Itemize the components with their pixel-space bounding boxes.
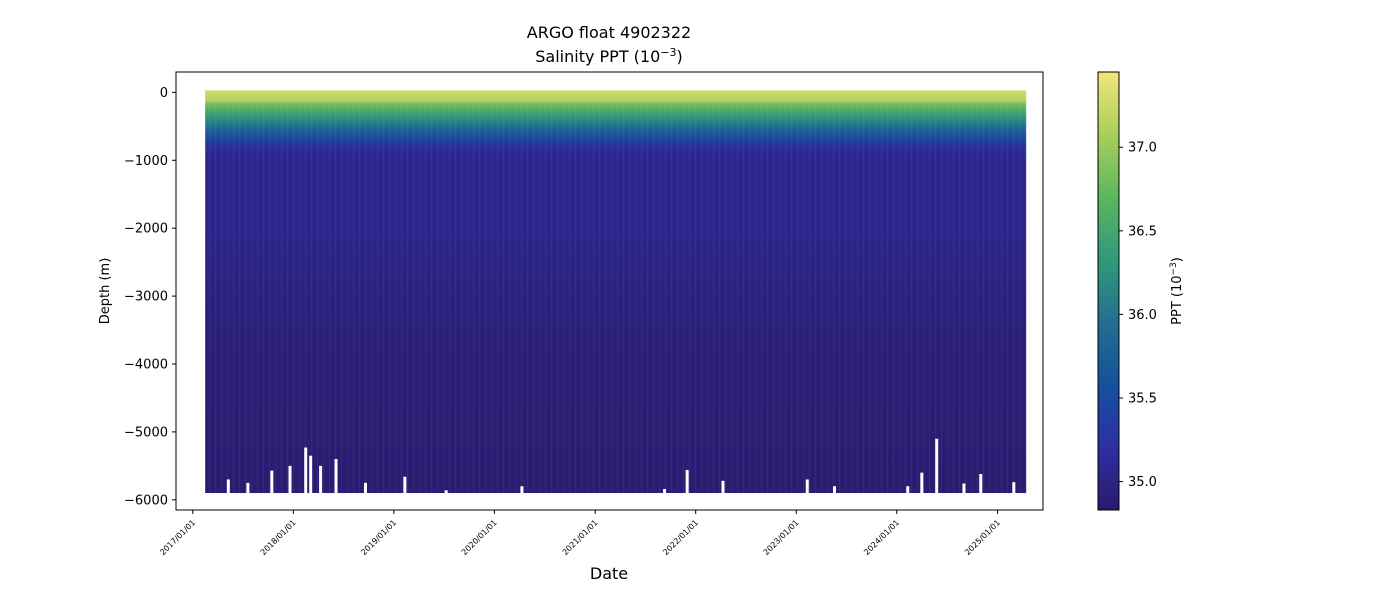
chart-subtitle: Salinity PPT (10−3) — [535, 46, 683, 66]
shallow-profile-gap — [979, 474, 983, 495]
shallow-profile-gap — [288, 465, 292, 495]
x-axis: 2017/01/01 2018/01/01 2019/01/01 2020/01/01… — [158, 510, 1002, 557]
shallow-profile-gap — [935, 438, 939, 495]
colorbar-ticks: 35.0 35.5 36.0 36.5 37.0 — [1119, 141, 1157, 490]
x-tick-label: 2022/01/01 — [661, 518, 700, 557]
surface-salinity-band — [205, 90, 1027, 103]
colorbar-tick-label: 35.5 — [1128, 391, 1157, 406]
y-tick-label: −2000 — [124, 222, 168, 237]
shallow-profile-gap — [246, 482, 250, 495]
x-axis-label: Date — [590, 564, 628, 583]
shallow-profile-gap — [805, 479, 809, 495]
x-tick-label: 2020/01/01 — [460, 518, 499, 557]
shallow-profile-gap — [833, 486, 837, 495]
shallow-profile-gap — [685, 469, 689, 495]
chart-title: ARGO float 4902322 — [527, 23, 691, 42]
x-tick-label: 2025/01/01 — [963, 518, 1002, 557]
y-axis-label: Depth (m) — [98, 258, 113, 325]
plot-area — [205, 90, 1027, 495]
shallow-profile-gap — [334, 459, 338, 495]
shallow-profile-gap — [721, 480, 725, 495]
x-tick-label: 2021/01/01 — [561, 518, 600, 557]
colorbar-tick-label: 37.0 — [1128, 141, 1157, 156]
shallow-profile-gap — [906, 486, 910, 495]
shallow-profile-gap — [226, 479, 230, 495]
y-tick-label: −3000 — [124, 290, 168, 305]
y-tick-label: −1000 — [124, 154, 168, 169]
colorbar-tick-label: 36.5 — [1128, 224, 1157, 239]
colorbar-label: PPT (10−3) — [1169, 257, 1185, 325]
y-tick-label: −5000 — [124, 425, 168, 440]
y-tick-label: 0 — [160, 86, 168, 101]
shallow-profile-gap — [363, 482, 367, 495]
profile-columns — [205, 90, 1027, 494]
shallow-profile-gap — [319, 465, 323, 495]
y-tick-label: −6000 — [124, 493, 168, 508]
x-tick-label: 2017/01/01 — [158, 518, 197, 557]
shallow-profile-gap — [309, 455, 313, 495]
x-tick-label: 2023/01/01 — [762, 518, 801, 557]
shallow-profile-gap — [403, 476, 407, 495]
x-tick-label: 2024/01/01 — [862, 518, 901, 557]
shallow-profile-gap — [920, 472, 924, 495]
shallow-profile-gap — [1012, 482, 1016, 495]
y-tick-label: −4000 — [124, 358, 168, 373]
colorbar-tick-label: 35.0 — [1128, 475, 1157, 490]
colorbar-tick-label: 36.0 — [1128, 308, 1157, 323]
shallow-profile-gap — [962, 483, 966, 495]
shallow-profile-gap — [444, 490, 448, 495]
x-tick-label: 2018/01/01 — [259, 518, 298, 557]
x-tick-label: 2019/01/01 — [359, 518, 398, 557]
shallow-profile-gap — [270, 470, 274, 495]
colorbar — [1097, 71, 1120, 511]
shallow-profile-gap — [663, 488, 667, 495]
plot-frame — [175, 71, 1044, 511]
shallow-profile-gaps — [226, 438, 1016, 495]
shallow-profile-gap — [304, 447, 308, 495]
shallow-profile-gap — [520, 486, 524, 495]
y-axis: 0 −1000 −2000 −3000 −4000 −5000 −6000 — [124, 86, 176, 508]
